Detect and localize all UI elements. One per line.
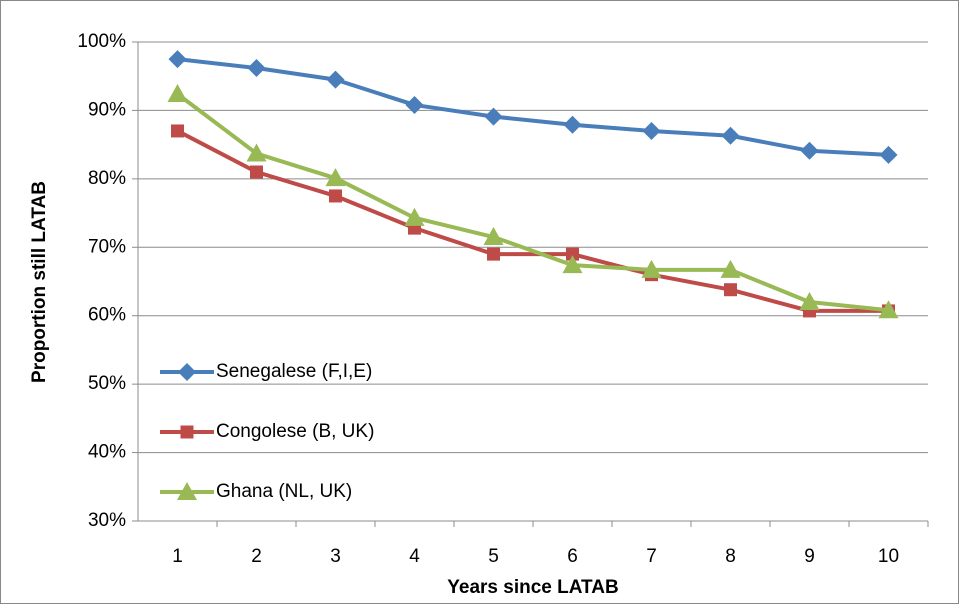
x-tick-label: 3 bbox=[330, 546, 341, 567]
marker bbox=[483, 227, 504, 246]
marker bbox=[326, 70, 345, 89]
marker bbox=[800, 141, 819, 160]
marker bbox=[250, 165, 263, 179]
marker bbox=[405, 95, 424, 114]
series-line bbox=[176, 92, 889, 313]
y-tick-label: 70% bbox=[88, 236, 126, 257]
x-tick-label: 1 bbox=[172, 546, 183, 567]
series-line bbox=[176, 129, 889, 313]
x-tick-label: 2 bbox=[251, 546, 262, 567]
legend-marker bbox=[177, 482, 197, 500]
legend-label: Ghana (NL, UK) bbox=[216, 481, 352, 502]
x-tick-label: 10 bbox=[878, 546, 899, 567]
marker bbox=[878, 300, 899, 319]
x-tick-label: 4 bbox=[409, 546, 420, 567]
marker bbox=[246, 143, 267, 162]
marker bbox=[329, 189, 342, 203]
legend-marker bbox=[178, 363, 196, 381]
y-tick-label: 30% bbox=[88, 510, 126, 531]
marker bbox=[563, 115, 582, 134]
marker bbox=[404, 207, 425, 226]
y-tick-label: 90% bbox=[88, 99, 126, 120]
x-tick-label: 8 bbox=[725, 546, 736, 567]
marker bbox=[562, 255, 583, 274]
legend-marker bbox=[180, 425, 194, 439]
marker bbox=[247, 59, 266, 78]
marker bbox=[642, 121, 661, 140]
x-tick-label: 7 bbox=[646, 546, 657, 567]
x-tick-label: 5 bbox=[488, 546, 499, 567]
y-tick-label: 80% bbox=[88, 168, 126, 189]
marker bbox=[167, 84, 188, 103]
y-axis-title: Proportion still LATAB bbox=[29, 181, 50, 383]
marker bbox=[720, 259, 741, 278]
marker bbox=[566, 247, 579, 261]
marker bbox=[879, 145, 898, 164]
y-tick-label: 60% bbox=[88, 305, 126, 326]
x-axis-title: Years since LATAB bbox=[447, 577, 618, 598]
x-tick-label: 9 bbox=[804, 546, 815, 567]
marker bbox=[721, 126, 740, 145]
marker bbox=[484, 107, 503, 126]
marker bbox=[724, 283, 737, 297]
legend-label: Senegalese (F,I,E) bbox=[216, 361, 372, 382]
y-tick-label: 40% bbox=[88, 442, 126, 463]
marker bbox=[168, 50, 187, 69]
y-tick-label: 100% bbox=[77, 31, 126, 52]
marker bbox=[325, 168, 346, 187]
legend-label: Congolese (B, UK) bbox=[216, 421, 374, 442]
marker bbox=[799, 292, 820, 311]
marker bbox=[487, 247, 500, 261]
series-line bbox=[177, 57, 889, 157]
x-tick-label: 6 bbox=[567, 546, 578, 567]
y-tick-label: 50% bbox=[88, 373, 126, 394]
marker bbox=[171, 124, 184, 138]
marker bbox=[641, 259, 662, 278]
